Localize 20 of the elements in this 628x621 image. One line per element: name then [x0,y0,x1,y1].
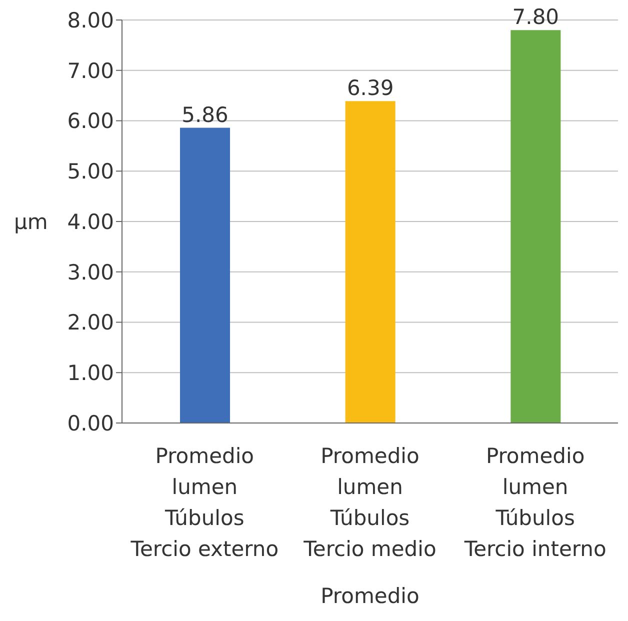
bar [510,30,561,423]
y-tick-label: 6.00 [67,109,114,134]
data-label: 6.39 [346,76,394,100]
y-tick-label: 3.00 [67,260,114,284]
x-tick-label: Promedio lumen Túbulos Tercio medio [302,444,436,561]
y-tick-label: 1.00 [67,361,114,386]
y-tick-label: 0.00 [67,411,114,436]
x-tick-label: Promedio lumen Túbulos Tercio externo [130,444,279,561]
x-axis-title: Promedio [320,584,420,608]
y-tick-label: 4.00 [67,210,114,234]
data-label: 7.80 [512,5,560,30]
y-tick-label: 8.00 [67,8,114,32]
data-label: 5.86 [182,102,228,127]
x-tick-label: Promedio lumen Túbulos Tercio interno [463,444,606,561]
bar [345,101,396,423]
y-tick-label: 5.00 [67,160,114,184]
bar [180,128,230,423]
y-tick-label: 2.00 [67,310,114,335]
y-tick-label: 7.00 [67,58,114,83]
y-axis-title: µm [14,210,48,234]
